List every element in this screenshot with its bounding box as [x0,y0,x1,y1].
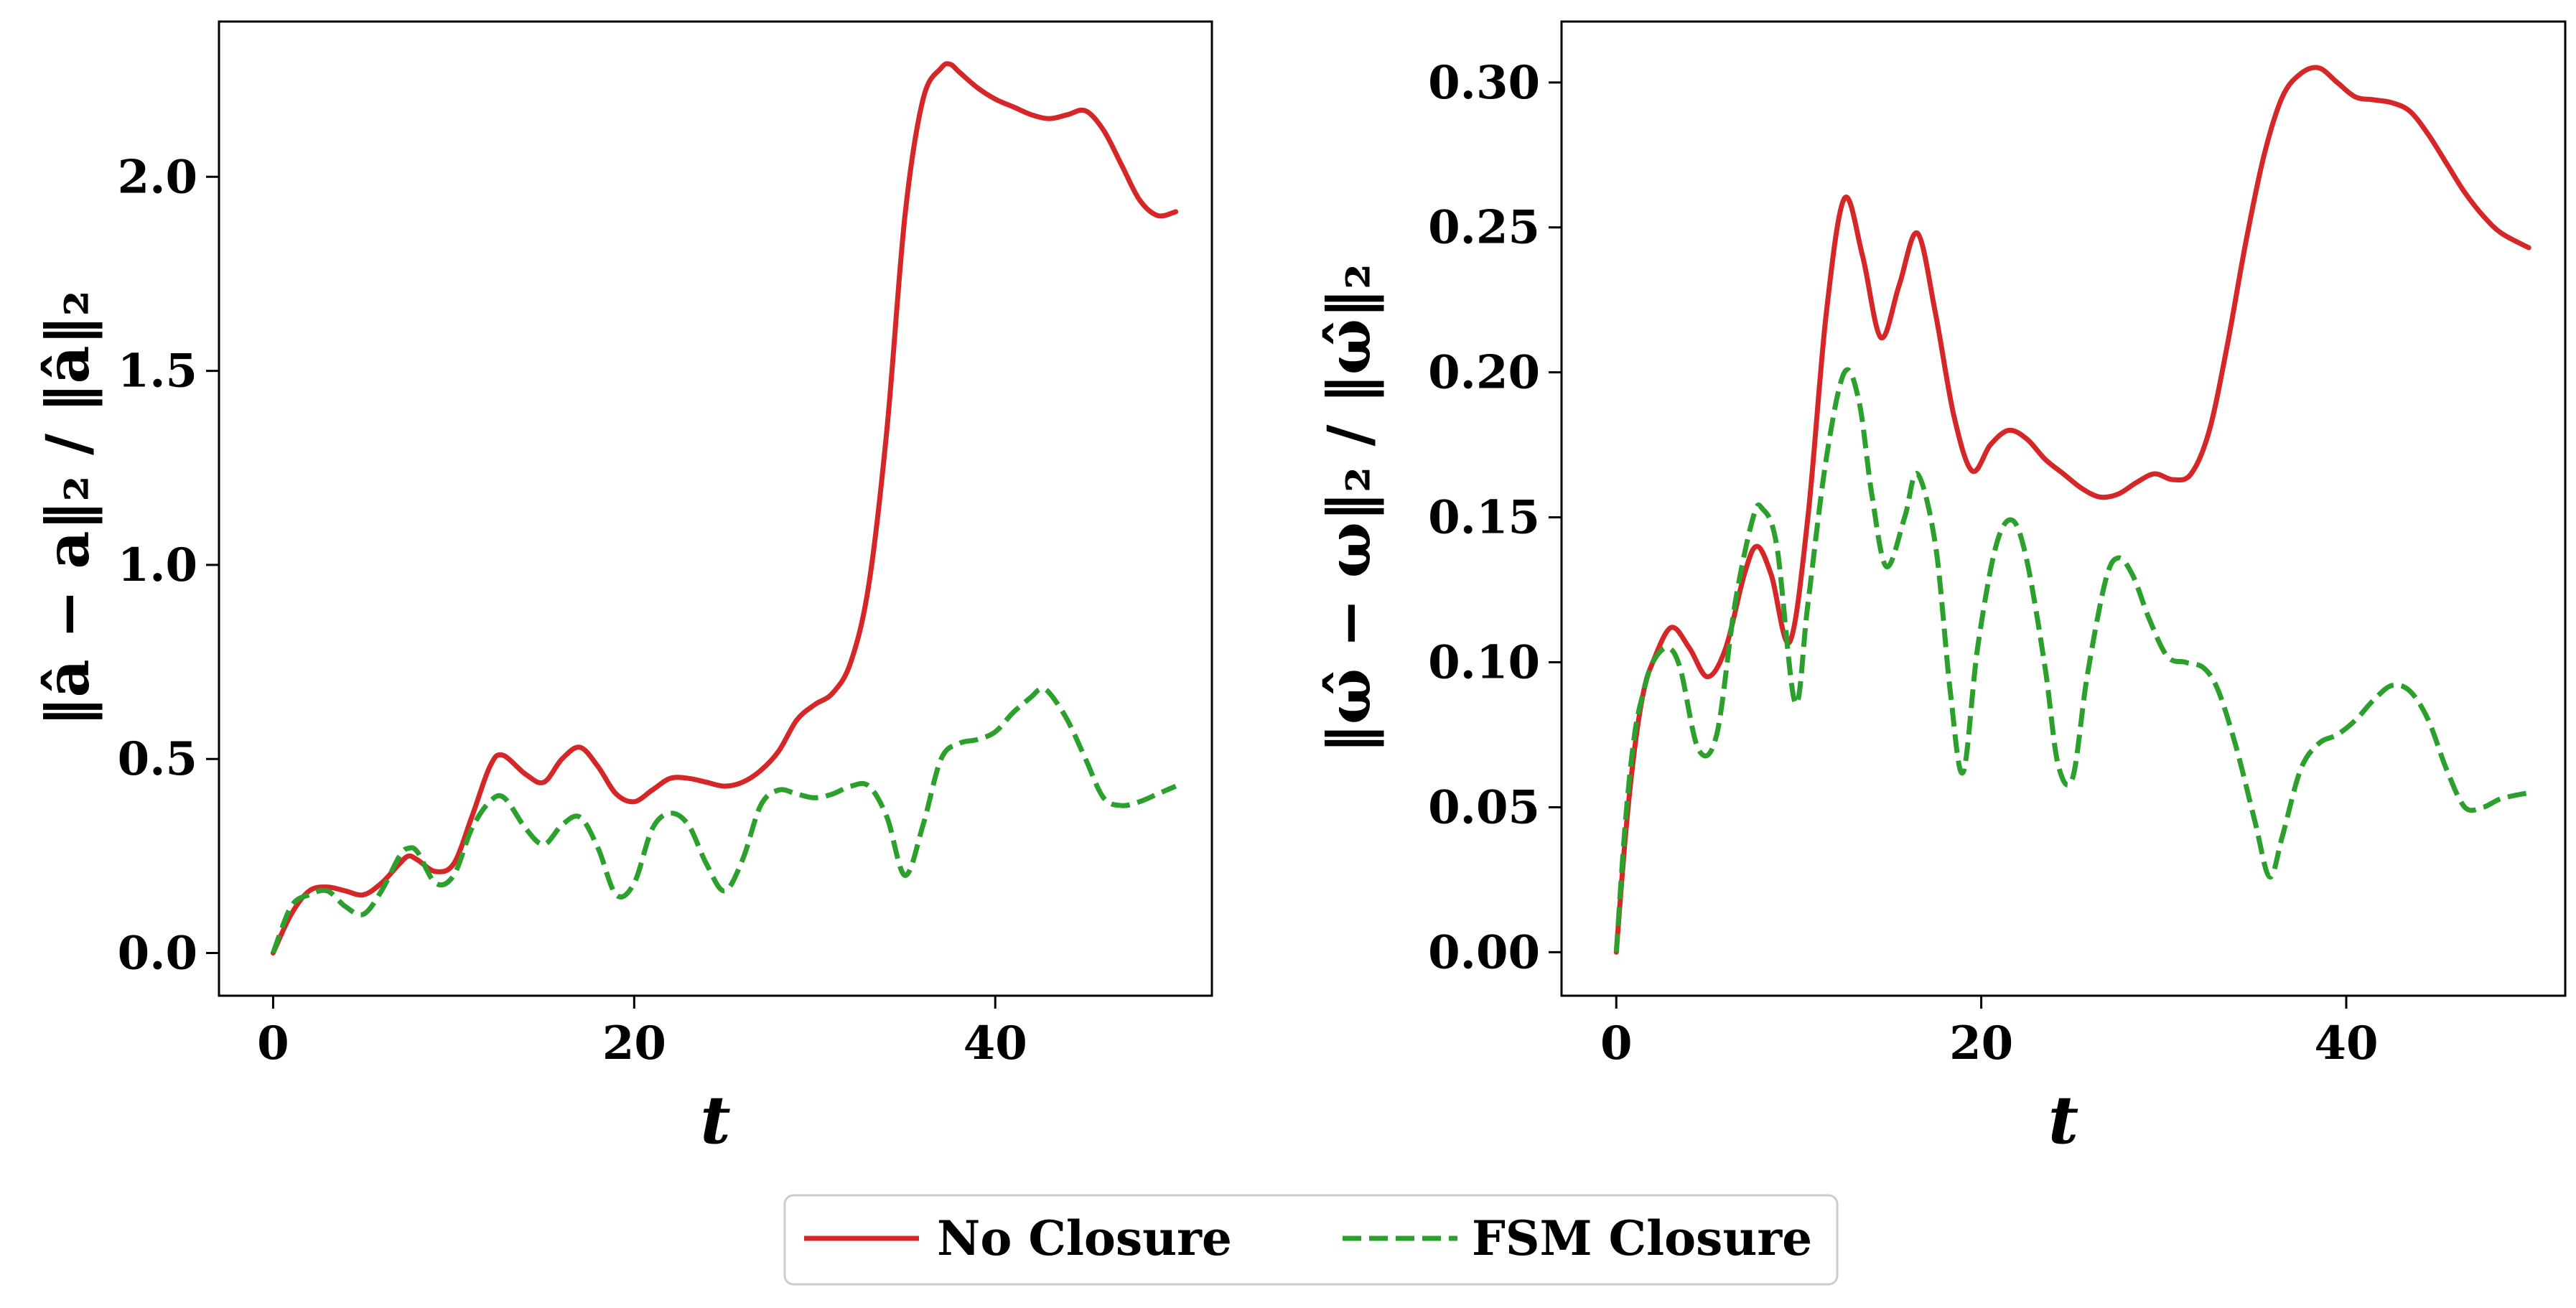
y-tick-label: 0.10 [1428,636,1540,690]
plot-frame [218,20,1213,997]
x-tick-label: 40 [963,1017,1027,1070]
x-axis-label: t [2048,1081,2079,1159]
y-tick-label: 0.25 [1428,201,1540,255]
y-tick-label: 0.05 [1428,780,1540,834]
right-panel-error-omega: 0 20 40 0.00 0.05 0.10 0.15 0.20 0.25 0.30 t ‖ω̂ − … [1315,20,2567,1159]
x-tick-label: 20 [1949,1017,2013,1070]
y-tick-label: 0.15 [1428,491,1540,545]
x-tick-label: 40 [2314,1017,2378,1070]
y-tick-label: 0.5 [118,732,197,786]
x-axis-label: t [700,1081,731,1159]
legend-label-no-closure: No Closure [937,1210,1232,1266]
y-tick-label: 0.30 [1428,56,1540,110]
legend-label-fsm-closure: FSM Closure [1472,1210,1812,1266]
y-axis-label: ‖â − a‖₂ / ‖â‖₂ [34,290,103,727]
legend-frame [783,1194,1839,1286]
plot-frame [1560,20,2567,997]
y-axis-label: ‖ω̂ − ω‖₂ / ‖ω̂‖₂ [1315,263,1384,754]
x-tick-label: 0 [1600,1017,1633,1070]
y-tick-label: 2.0 [118,150,197,204]
y-tick-label: 1.0 [118,538,197,592]
series-line-fsm-closure [1613,367,2529,953]
series-line-fsm-closure [271,686,1177,954]
y-tick-label: 1.5 [118,345,197,398]
y-tick-label: 0.0 [118,927,197,981]
series-line-no-closure [270,61,1179,956]
left-panel-error-a: 0 20 40 0.0 0.5 1.0 1.5 2.0 t ‖â − a‖₂ / ‖â‖₂ [34,20,1213,1159]
x-tick-label: 0 [257,1017,289,1070]
y-tick-label: 0.00 [1428,925,1540,979]
legend: No Closure FSM Closure [783,1194,1839,1286]
series-line-no-closure [1613,65,2531,955]
x-tick-label: 20 [602,1017,666,1070]
y-tick-label: 0.20 [1428,346,1540,400]
